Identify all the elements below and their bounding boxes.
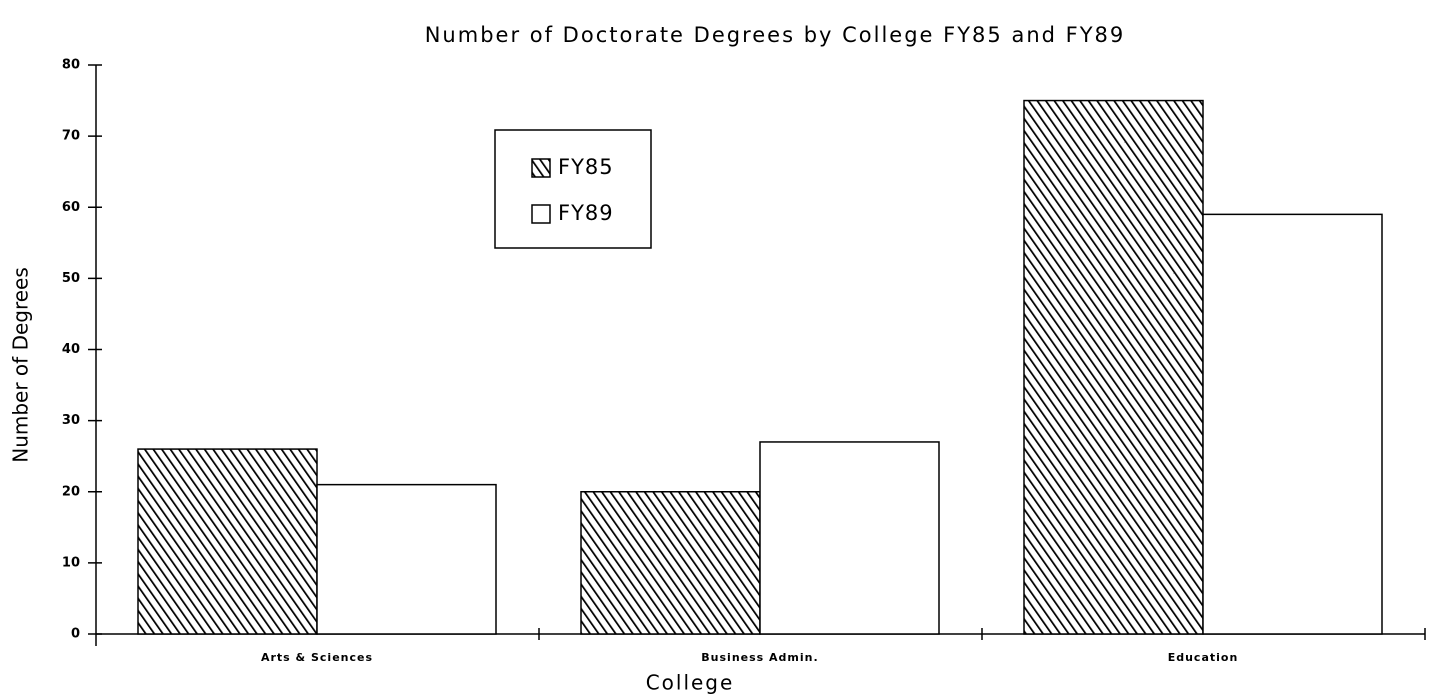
x-tick-label: Arts & Sciences: [261, 651, 373, 664]
y-tick-label: 70: [62, 129, 80, 144]
legend-label: FY85: [558, 155, 614, 179]
y-axis-label: Number of Degrees: [9, 267, 33, 463]
bar: [316, 483, 497, 635]
bar: [1202, 213, 1383, 635]
legend-label: FY89: [558, 201, 614, 225]
y-tick-label: 50: [62, 271, 80, 286]
y-tick-label: 80: [62, 58, 80, 73]
y-tick-label: 40: [62, 342, 80, 357]
x-tick-label: Business Admin.: [701, 651, 818, 664]
y-tick-label: 20: [62, 484, 80, 499]
legend-swatch: [531, 158, 551, 178]
bar: [1023, 99, 1204, 635]
y-tick-label: 30: [62, 413, 80, 428]
legend-swatch: [531, 204, 551, 224]
y-tick-label: 10: [62, 555, 80, 570]
chart-title: Number of Doctorate Degrees by College F…: [425, 23, 1126, 47]
bar: [137, 448, 318, 635]
legend-box: [494, 129, 652, 249]
x-axis-label: College: [646, 671, 735, 695]
bar: [759, 441, 940, 635]
y-tick-label: 60: [62, 200, 80, 215]
y-tick-label: 0: [71, 627, 80, 642]
bar: [580, 491, 761, 635]
x-tick-label: Education: [1168, 651, 1239, 664]
